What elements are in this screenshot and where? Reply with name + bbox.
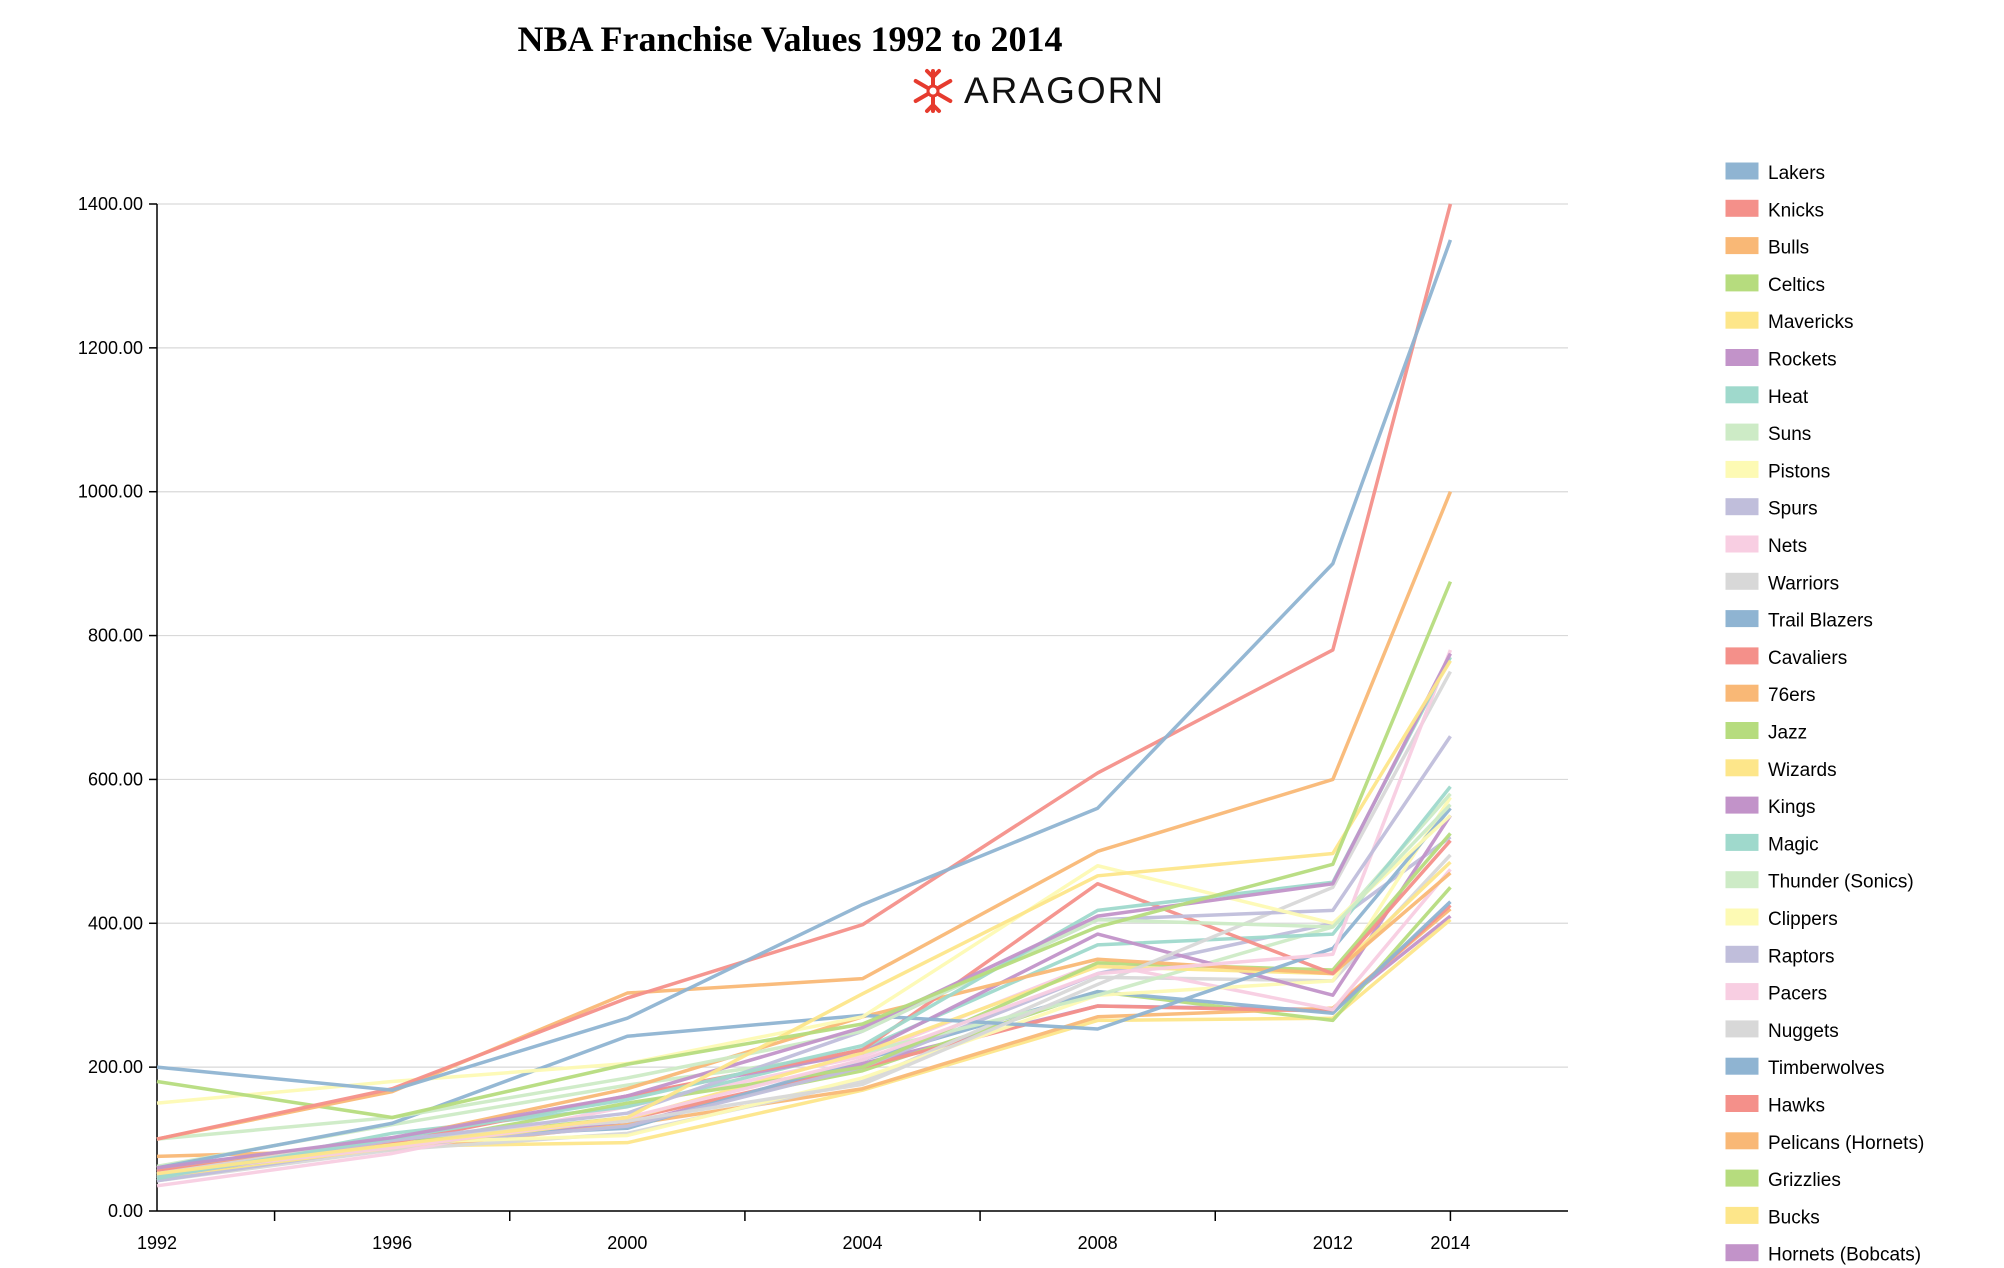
- legend-label[interactable]: Hornets (Bobcats): [1768, 1245, 1921, 1266]
- series-lines: [156, 203, 1453, 1188]
- legend-swatch[interactable]: [1725, 349, 1759, 366]
- snowflake-icon: [913, 69, 953, 113]
- legend-swatch[interactable]: [1725, 274, 1759, 292]
- legend-label[interactable]: Warriors: [1768, 573, 1839, 594]
- legend-swatch[interactable]: [1725, 162, 1759, 180]
- legend-label[interactable]: Heat: [1768, 387, 1809, 408]
- y-tick-label: 200.00: [88, 1057, 143, 1077]
- legend-swatch[interactable]: [1725, 908, 1759, 926]
- x-tick-label: 2012: [1313, 1233, 1353, 1253]
- legend-label[interactable]: Bucks: [1768, 1207, 1820, 1228]
- legend-label[interactable]: 76ers: [1768, 685, 1816, 706]
- legend-swatch[interactable]: [1725, 684, 1759, 702]
- legend-label[interactable]: Pelicans (Hornets): [1768, 1133, 1924, 1154]
- series-line-mavericks[interactable]: [156, 659, 1452, 1176]
- legend-label[interactable]: Hawks: [1768, 1096, 1825, 1117]
- legend-label[interactable]: Mavericks: [1768, 312, 1854, 333]
- legend-label[interactable]: Clippers: [1768, 909, 1838, 930]
- series-line-knicks[interactable]: [156, 203, 1453, 1141]
- legend-label[interactable]: Celtics: [1768, 275, 1825, 296]
- legend-label[interactable]: Lakers: [1768, 163, 1825, 184]
- legend-swatch[interactable]: [1725, 1095, 1759, 1112]
- brand-name: ARAGORN: [964, 70, 1166, 111]
- legend-swatch[interactable]: [1725, 796, 1759, 814]
- x-tick-label: 1992: [137, 1233, 177, 1253]
- legend-label[interactable]: Wizards: [1768, 760, 1837, 781]
- y-tick-label: 800.00: [88, 626, 143, 646]
- y-tick-label: 1400.00: [78, 194, 143, 214]
- y-tick-label: 600.00: [88, 769, 143, 789]
- legend-swatch[interactable]: [1725, 1206, 1759, 1224]
- legend-swatch[interactable]: [1725, 237, 1759, 255]
- x-tick-label: 2004: [842, 1233, 882, 1253]
- y-tick-label: 0.00: [108, 1201, 143, 1221]
- y-tick-label: 1200.00: [78, 338, 143, 358]
- legend-swatch[interactable]: [1725, 386, 1759, 404]
- legend-swatch[interactable]: [1725, 871, 1759, 889]
- axes: 0.00 200.00 400.00 600.00 800.00 1000.00 1200.…: [78, 194, 1568, 1253]
- legend-label[interactable]: Nuggets: [1768, 1021, 1839, 1042]
- legend-swatch[interactable]: [1725, 759, 1759, 777]
- legend-label[interactable]: Pistons: [1768, 461, 1830, 482]
- series-line-lakers[interactable]: [156, 239, 1453, 1092]
- legend-swatch[interactable]: [1725, 1057, 1759, 1075]
- legend-swatch[interactable]: [1725, 1132, 1759, 1150]
- legend-swatch[interactable]: [1725, 610, 1759, 628]
- legend-swatch[interactable]: [1725, 1169, 1759, 1187]
- legend-swatch[interactable]: [1725, 423, 1759, 441]
- series-line-clippers[interactable]: [156, 796, 1452, 1177]
- legend-swatch[interactable]: [1725, 983, 1759, 1001]
- legend-swatch[interactable]: [1725, 647, 1759, 665]
- legend-label[interactable]: Bulls: [1768, 238, 1809, 259]
- x-tick-label: 2000: [607, 1233, 647, 1253]
- legend-label[interactable]: Cavaliers: [1768, 648, 1847, 669]
- legend-swatch[interactable]: [1725, 833, 1759, 851]
- legend-swatch[interactable]: [1725, 311, 1759, 329]
- legend-label[interactable]: Nets: [1768, 536, 1807, 557]
- legend-swatch[interactable]: [1725, 199, 1759, 217]
- legend-label[interactable]: Thunder (Sonics): [1768, 872, 1914, 893]
- legend-label[interactable]: Rockets: [1768, 350, 1837, 371]
- legend-label[interactable]: Magic: [1768, 834, 1819, 855]
- series-line-cavaliers[interactable]: [156, 839, 1452, 1174]
- y-tick-label: 1000.00: [78, 482, 143, 502]
- legend-label[interactable]: Spurs: [1768, 499, 1818, 520]
- legend-label[interactable]: Timberwolves: [1768, 1058, 1885, 1079]
- legend-label[interactable]: Knicks: [1768, 200, 1824, 221]
- series-line-pacers[interactable]: [156, 868, 1452, 1188]
- x-tick-label: 1996: [372, 1233, 412, 1253]
- legend-swatch[interactable]: [1725, 722, 1759, 739]
- brand-logo: ARAGORN: [910, 66, 1165, 116]
- legend: Lakers Knicks Bulls Celtics Mavericks Rockets…: [1725, 162, 1924, 1266]
- legend-swatch[interactable]: [1725, 498, 1759, 516]
- legend-label[interactable]: Jazz: [1768, 723, 1807, 744]
- series-line-rockets[interactable]: [156, 652, 1452, 1170]
- legend-label[interactable]: Grizzlies: [1768, 1170, 1841, 1191]
- series-line-pistons[interactable]: [156, 814, 1452, 1105]
- chart-title: NBA Franchise Values 1992 to 2014: [517, 19, 1063, 59]
- legend-label[interactable]: Kings: [1768, 797, 1816, 818]
- legend-swatch[interactable]: [1725, 1244, 1759, 1262]
- legend-swatch[interactable]: [1725, 460, 1759, 478]
- legend-label[interactable]: Trail Blazers: [1768, 611, 1873, 632]
- x-tick-label: 2014: [1430, 1233, 1470, 1253]
- x-tick-label: 2008: [1078, 1233, 1118, 1253]
- legend-label[interactable]: Suns: [1768, 424, 1811, 445]
- series-line-celtics[interactable]: [156, 580, 1453, 1120]
- y-tick-label: 400.00: [88, 913, 143, 933]
- legend-label[interactable]: Pacers: [1768, 984, 1827, 1005]
- legend-swatch[interactable]: [1725, 945, 1759, 963]
- legend-label[interactable]: Raptors: [1768, 946, 1835, 967]
- legend-swatch[interactable]: [1725, 535, 1759, 553]
- series-line-nets[interactable]: [156, 649, 1453, 1176]
- legend-swatch[interactable]: [1725, 1020, 1759, 1038]
- legend-swatch[interactable]: [1725, 572, 1759, 590]
